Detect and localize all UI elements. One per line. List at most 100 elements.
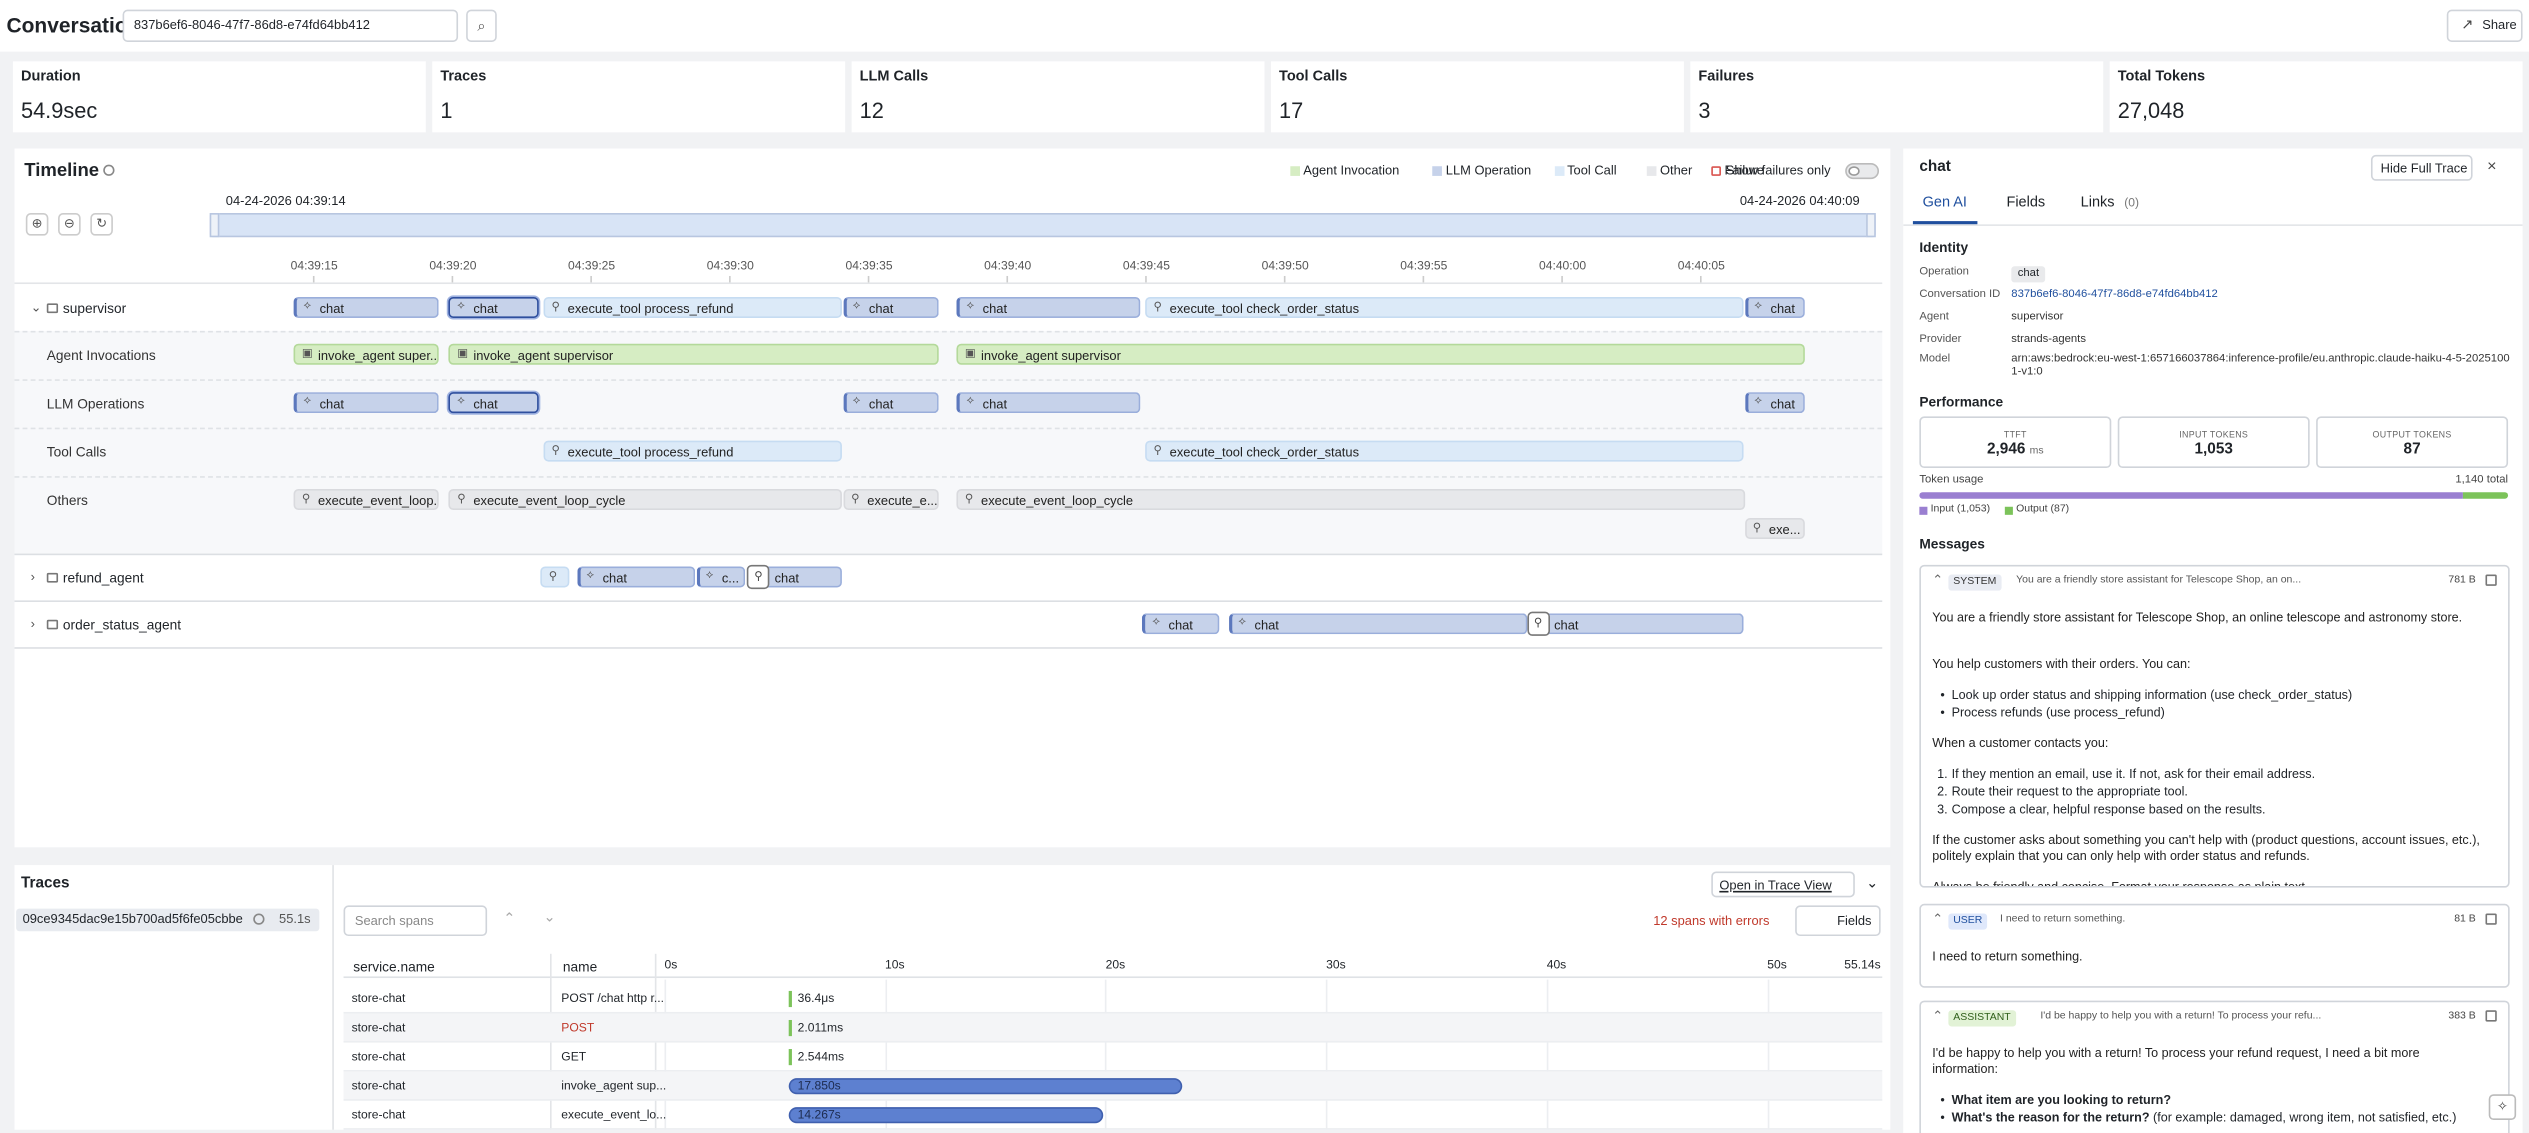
tab[interactable]: Fields: [2006, 194, 2046, 211]
span-bar[interactable]: ▣ invoke_agent supervisor: [449, 343, 939, 365]
bar-grid-line: [1105, 979, 1108, 1130]
search-spans[interactable]: Search spans: [343, 905, 488, 937]
duration-label: 36.4μs: [797, 991, 835, 1007]
message-preview: You are a friendly store assistant for T…: [2016, 574, 2302, 586]
time-tick: [1561, 275, 1564, 283]
message-size: 781 B: [2448, 574, 2476, 586]
span-bar[interactable]: ⚲ execute_tool process_refund: [543, 440, 842, 462]
span-bar[interactable]: ⟡chat: [1744, 296, 1805, 318]
span-bar[interactable]: ⟡chat: [293, 296, 440, 318]
failures-toggle[interactable]: [1845, 163, 1880, 180]
copy-icon[interactable]: [2485, 913, 2497, 925]
span-bar[interactable]: ⟡chat: [956, 392, 1142, 414]
zoom-button[interactable]: ⊕: [25, 213, 49, 236]
span-icon: ⚲: [551, 301, 560, 314]
message-card: ⌃ USER I need to return something. 81 B I ne…: [1919, 903, 2510, 988]
tab[interactable]: Links: [2080, 194, 2115, 211]
legend-label: Failure: [1724, 163, 1764, 178]
trace-id: 09ce9345dac9e15b700ad5f6fe05cbbe: [22, 911, 243, 927]
span-bar[interactable]: ▣ invoke_agent supervisor: [956, 343, 1805, 365]
conversation-input[interactable]: 837b6ef6-8046-47f7-86d8-e74fd64bb412: [122, 9, 459, 42]
metric-card: TTFT 2,946 ms: [1919, 416, 2112, 469]
span-bar[interactable]: ▣ invoke_agent super...: [293, 343, 440, 365]
message-paragraph: I'd be happy to help you with a return! …: [1932, 1046, 2420, 1077]
service-name: store-chat: [351, 1107, 406, 1123]
span-bar[interactable]: ⚲ execute_tool check_order_status: [1145, 296, 1744, 318]
time-tick: [1700, 275, 1702, 283]
duration-label: 14.267s: [797, 1107, 841, 1123]
span-label: chat: [1168, 617, 1193, 632]
failure-marker: ⚲: [1526, 611, 1550, 636]
assist-button[interactable]: ✧: [2488, 1094, 2517, 1121]
span-bar[interactable]: ⟡ c...: [696, 566, 745, 588]
span-bar[interactable]: ⚲ execute_event_loop...: [293, 489, 440, 510]
tab[interactable]: Gen AI: [1922, 194, 1967, 211]
message-paragraph: You help customers with their orders. Yo…: [1932, 657, 2191, 672]
copy-icon[interactable]: [2485, 1010, 2497, 1022]
span-bar[interactable]: ⟡chat: [956, 296, 1142, 318]
span-bar[interactable]: ⚲: [540, 566, 570, 588]
span-bar[interactable]: ⟡chat: [843, 392, 939, 414]
list-item: Process refunds (use process_refund): [1951, 705, 2165, 721]
group-name: supervisor: [62, 299, 127, 316]
span-bar[interactable]: ⟡chat: [576, 566, 695, 588]
span-bar[interactable]: ⚲ exe...: [1744, 518, 1805, 540]
list-item: Look up order status and shipping inform…: [1951, 687, 2353, 703]
collapse-chevron: ⌃: [1932, 572, 1944, 588]
message-paragraph: Always be friendly and concise. Format y…: [1932, 879, 2309, 888]
span-bar[interactable]: ⚲ execute_e...: [843, 489, 939, 510]
span-bar[interactable]: ⟡chat: [1744, 392, 1805, 414]
span-label: chat: [602, 570, 627, 586]
fields-label: Fields: [1837, 913, 1872, 929]
span-bar[interactable]: ⟡chat: [1228, 613, 1527, 635]
span-label: invoke_agent supervisor: [473, 347, 614, 363]
span-bar[interactable]: ⟡chat: [449, 392, 540, 414]
zoom-button[interactable]: ↻: [90, 213, 113, 236]
open-trace-button[interactable]: Open in Trace View: [1711, 871, 1855, 898]
bar-tick-label: 10s: [885, 957, 905, 973]
span-bar[interactable]: ⟡chat: [449, 296, 540, 318]
span-label: chat: [473, 301, 498, 316]
span-label: exe...: [1768, 522, 1801, 537]
span-icon: ▣: [301, 348, 313, 360]
group-name: refund_agent: [62, 569, 144, 586]
group-divider: [14, 600, 1883, 602]
span-name: POST /chat http r...: [561, 991, 664, 1007]
span-bar[interactable]: ⟡chat: [293, 392, 440, 414]
span-icon: ⚲: [1153, 445, 1162, 457]
copy-icon[interactable]: [2485, 574, 2497, 586]
span-bar[interactable]: ⟡chat: [843, 296, 939, 318]
stat-label: LLM Calls: [859, 68, 929, 85]
list-marker: 3.: [1937, 802, 1948, 817]
hide-trace-button[interactable]: Hide Full Trace: [2370, 154, 2473, 181]
errors-label[interactable]: 12 spans with errors: [1653, 913, 1770, 929]
span-bar[interactable]: ⚲ execute_event_loop_cycle: [449, 489, 842, 510]
span-label: execute_event_loop_cycle: [981, 493, 1134, 508]
span-icon: ⚲: [457, 493, 466, 506]
span-bar[interactable]: ⚲ execute_event_loop_cycle: [956, 489, 1746, 510]
chevron[interactable]: ›: [30, 616, 35, 632]
span-bar[interactable]: ⚲ execute_tool process_refund: [543, 296, 842, 318]
bar-tick-label: 50s: [1767, 957, 1787, 973]
tab-underline: [1912, 221, 1978, 225]
legend-input-swatch: [1919, 506, 1928, 515]
span-bar[interactable]: ⚲ execute_tool check_order_status: [1145, 440, 1744, 462]
chevron[interactable]: ⌄: [30, 300, 42, 315]
zoom-button[interactable]: ⊖: [58, 213, 81, 236]
search-button[interactable]: ⌕: [466, 9, 497, 42]
toggle-knob: [1848, 166, 1860, 176]
span-bar[interactable]: ⟡chat: [1528, 613, 1744, 635]
fields-button[interactable]: Fields: [1795, 905, 1881, 937]
field-value: arn:aws:bedrock:eu-west-1:657166037864:i…: [2011, 352, 2510, 379]
share-button[interactable]: ↗ Share: [2446, 9, 2523, 42]
chevron[interactable]: ›: [30, 569, 35, 585]
stat-card: Duration 54.9sec: [12, 61, 426, 133]
trace-item[interactable]: 09ce9345dac9e15b700ad5f6fe05cbbe 55.1s: [16, 908, 320, 932]
info-icon: [103, 164, 115, 176]
span-bar[interactable]: ⟡chat: [1142, 613, 1219, 635]
message-card: ⌃ SYSTEM You are a friendly store assistan…: [1919, 564, 2510, 888]
span-label: execute_tool check_order_status: [1169, 301, 1360, 316]
span-label: chat: [1254, 617, 1279, 632]
legend-label: LLM Operation: [1445, 163, 1532, 178]
